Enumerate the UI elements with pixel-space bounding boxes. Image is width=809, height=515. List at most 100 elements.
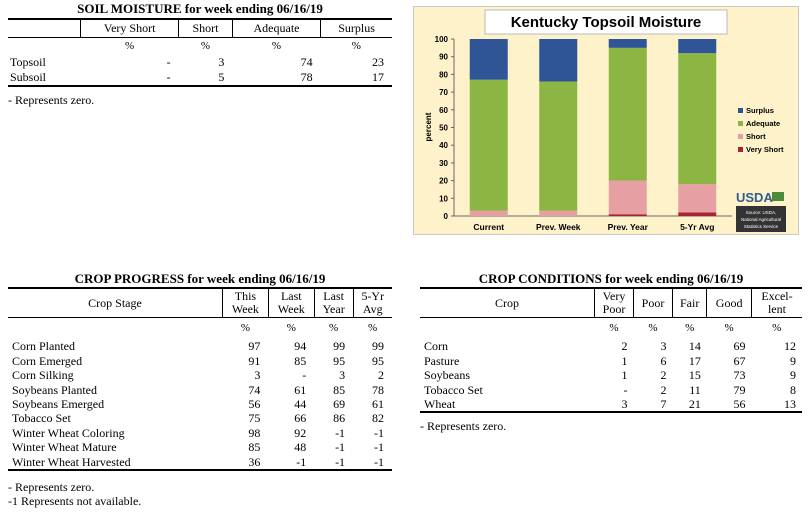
table-cell: 2: [660, 368, 667, 383]
table-cell: 74: [248, 382, 261, 397]
table-cell: 61: [372, 397, 384, 412]
row-label: Corn: [424, 339, 448, 354]
table-row: Winter Wheat Mature 85 48 -1 -1: [8, 440, 392, 454]
x-tick-label: Prev. Year: [608, 222, 649, 232]
table-cell: 9: [790, 368, 796, 383]
table-cell: 2: [660, 382, 667, 397]
table-cell: 98: [248, 425, 261, 440]
chart-canvas: Kentucky Topsoil Moisture percent 0 10 20 3…: [424, 9, 786, 232]
legend-swatch: [738, 108, 743, 113]
table-cell: -1: [335, 440, 346, 455]
table-cell: 2: [378, 368, 384, 383]
table-cell: 6: [660, 353, 667, 368]
table-cell: 3: [218, 55, 225, 69]
bar-segment: [678, 212, 717, 216]
soil-col-header: Surplus: [320, 19, 392, 38]
y-tick-label: 40: [439, 141, 448, 150]
header-line: This: [234, 289, 257, 303]
table-cell: 44: [294, 397, 307, 412]
col-header-good: Good: [706, 288, 752, 318]
percent-sign: %: [367, 322, 378, 334]
table-cell: 48: [294, 440, 307, 455]
table-cell: 56: [248, 397, 261, 412]
table-cell: 78: [372, 382, 384, 397]
y-tick-label: 60: [439, 106, 448, 115]
table-row: Corn Planted 97 94 99 99: [8, 339, 392, 353]
table-cell: 74: [300, 55, 313, 69]
col-header-last-week: Last Week: [267, 288, 315, 318]
percent-sign: %: [772, 322, 782, 334]
col-header-this-week: This Week: [222, 288, 269, 318]
header-line: Year: [322, 302, 345, 316]
crop-conditions-table: Crop Very Poor Poor Fair Good Excel-lent …: [420, 287, 802, 413]
table-cell: -: [623, 382, 628, 397]
table-cell: 67: [733, 353, 746, 368]
bar-segment: [469, 39, 508, 80]
progress-note-zero: - Represents zero.: [8, 480, 95, 494]
legend-swatch: [738, 121, 743, 126]
col-header-very-poor: Very Poor: [594, 288, 634, 318]
col-header-fair: Fair: [671, 288, 707, 318]
usda-logo-text: USDA: [736, 190, 773, 205]
table-row: Winter Wheat Harvested 36 -1 -1 -1: [8, 454, 392, 471]
table-cell: 66: [294, 411, 307, 426]
table-cell: -1: [335, 454, 346, 469]
bar-segment: [539, 39, 578, 82]
col-header-excellent: Excel-lent: [750, 288, 802, 318]
percent-sign: %: [685, 322, 695, 334]
x-tick-label: Current: [473, 222, 504, 232]
soil-moisture-title: SOIL MOISTURE for week ending 06/16/19: [77, 1, 323, 16]
header-line: Poor: [602, 302, 626, 316]
soil-col-header: Adequate: [231, 19, 321, 38]
table-row: Tobacco Set 75 66 86 82: [8, 411, 392, 425]
table-row: Corn Emerged 91 85 95 95: [8, 354, 392, 368]
bar-segment: [469, 79, 508, 211]
col-header-5yr-avg: 5-Yr Avg: [352, 288, 392, 318]
table-cell: 73: [733, 368, 746, 383]
header-line: Week: [277, 302, 305, 316]
bar-segment: [678, 184, 717, 213]
bar-segment: [608, 47, 647, 181]
crop-progress-rows: Corn Planted 97 94 99 99 Corn Emerged 91 85 95 95…: [8, 339, 392, 471]
row-label: Tobacco Set: [424, 382, 483, 397]
usda-logo: USDA Source: USDA, National Agricultural…: [736, 190, 786, 232]
source-line: National Agricultural: [741, 217, 781, 222]
chart-title-box: [484, 9, 728, 35]
row-label: Subsoil: [10, 70, 47, 84]
table-row: Soybeans 1 2 15 73 9: [420, 368, 802, 382]
row-label: Wheat: [424, 397, 456, 412]
y-tick-label: 50: [439, 124, 448, 133]
y-tick-label: 0: [444, 212, 449, 221]
table-cell: -1: [335, 425, 346, 440]
conditions-note: - Represents zero.: [420, 419, 507, 433]
table-row: Corn 2 3 14 69 12: [420, 339, 802, 353]
table-row: Soybeans Emerged 56 44 69 61: [8, 397, 392, 411]
table-row: Tobacco Set - 2 11 79 8: [420, 383, 802, 397]
table-cell: 21: [688, 397, 701, 412]
crop-conditions-title: CROP CONDITIONS for week ending 06/16/19: [478, 271, 744, 286]
bars-group: [469, 39, 717, 216]
bar-segment: [678, 53, 717, 185]
row-label: Winter Wheat Harvested: [12, 454, 131, 469]
percent-sign: %: [609, 322, 619, 334]
col-header-crop: Crop: [495, 295, 519, 310]
legend-label: Adequate: [746, 119, 780, 128]
legend-swatch: [738, 147, 743, 152]
row-label: Soybeans Planted: [12, 382, 97, 397]
table-cell: 8: [790, 382, 796, 397]
table-cell: 99: [372, 339, 384, 354]
table-cell: 85: [294, 353, 307, 368]
table-cell: 36: [248, 454, 261, 469]
percent-sign: %: [200, 40, 211, 52]
y-tick-label: 90: [439, 53, 448, 62]
legend-label: Very Short: [746, 145, 784, 154]
table-cell: 7: [660, 397, 667, 412]
table-cell: 3: [660, 339, 667, 354]
header-line: Very: [602, 289, 626, 303]
soil-col-header: Short: [178, 19, 233, 38]
source-box: [736, 206, 786, 232]
table-cell: 9: [790, 353, 796, 368]
x-axis: Current Prev. Week Prev. Year 5-Yr Avg: [473, 222, 714, 232]
usda-logo-mark: [772, 192, 784, 201]
header-line: Week: [231, 302, 259, 316]
